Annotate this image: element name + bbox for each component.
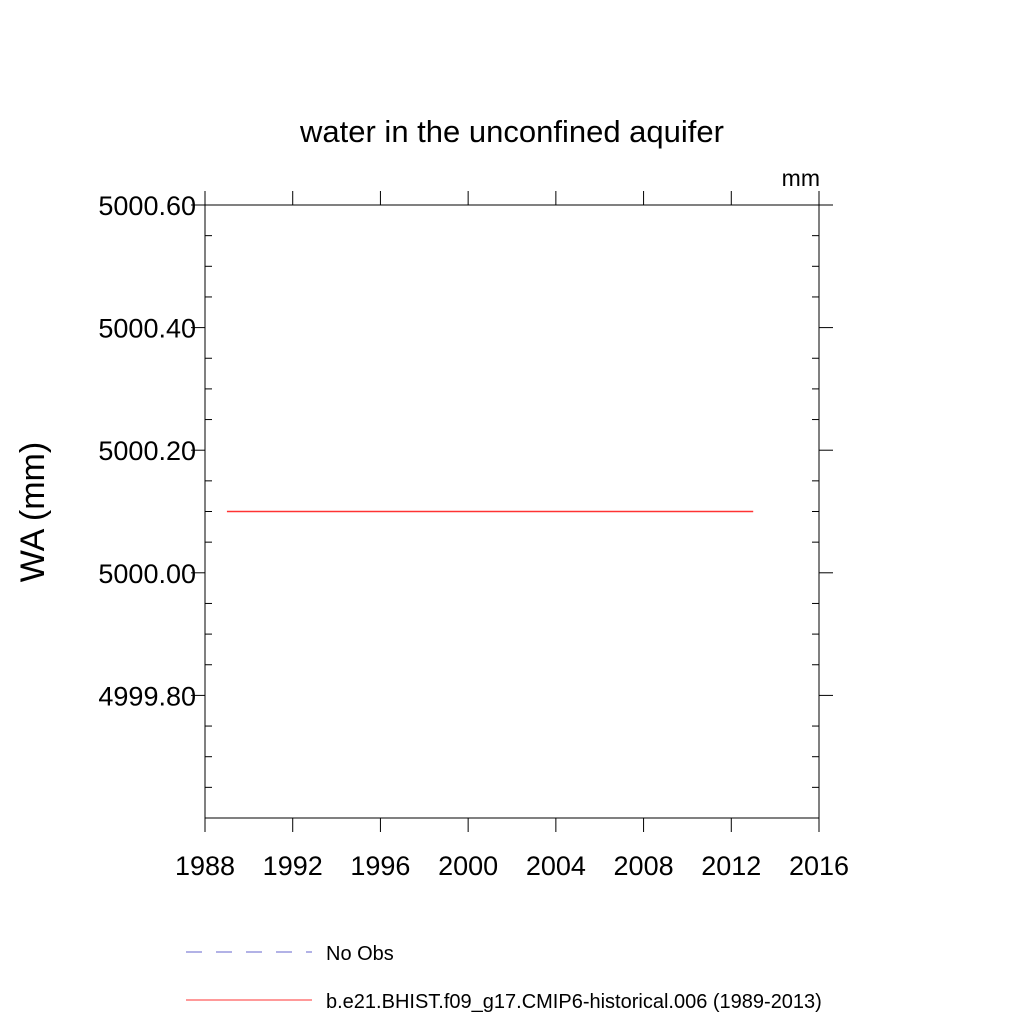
y-axis-label: WA (mm) <box>14 442 52 582</box>
y-tick-label: 5000.00 <box>98 559 196 589</box>
x-tick-label: 2000 <box>438 851 498 881</box>
x-tick-label: 2012 <box>701 851 761 881</box>
y-tick-label: 5000.20 <box>98 436 196 466</box>
x-tick-label: 1996 <box>350 851 410 881</box>
x-tick-label: 2008 <box>614 851 674 881</box>
units-label: mm <box>782 165 820 191</box>
x-tick-label: 2016 <box>789 851 849 881</box>
y-tick-label: 4999.80 <box>98 681 196 711</box>
x-tick-label: 1988 <box>175 851 235 881</box>
chart-title: water in the unconfined aquifer <box>299 114 724 149</box>
y-tick-label: 5000.40 <box>98 314 196 344</box>
legend-label: b.e21.BHIST.f09_g17.CMIP6-historical.006… <box>326 991 822 1013</box>
x-tick-label: 1992 <box>263 851 323 881</box>
legend-label: No Obs <box>326 943 394 965</box>
y-tick-label: 5000.60 <box>98 191 196 221</box>
x-tick-label: 2004 <box>526 851 586 881</box>
